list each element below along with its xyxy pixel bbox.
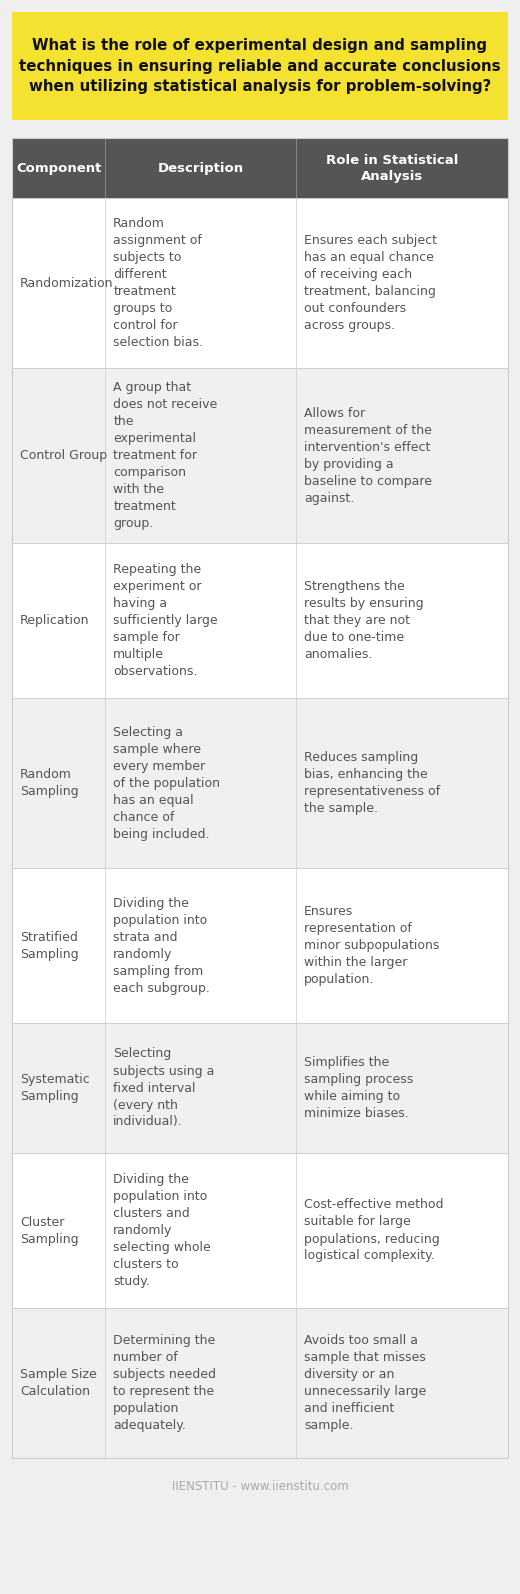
Bar <box>12 544 508 698</box>
Bar <box>12 1309 508 1459</box>
Bar <box>12 1152 508 1309</box>
Text: Allows for
measurement of the
intervention's effect
by providing a
baseline to c: Allows for measurement of the interventi… <box>304 406 432 504</box>
Bar <box>12 1152 508 1309</box>
Bar <box>12 1023 508 1152</box>
Bar <box>12 198 508 368</box>
Text: Ensures
representation of
minor subpopulations
within the larger
population.: Ensures representation of minor subpopul… <box>304 905 439 987</box>
Bar <box>12 698 508 869</box>
Text: Ensures each subject
has an equal chance
of receiving each
treatment, balancing
: Ensures each subject has an equal chance… <box>304 234 437 332</box>
Bar <box>12 139 508 1459</box>
Bar <box>12 368 508 544</box>
Bar <box>12 198 508 368</box>
Bar <box>12 869 508 1023</box>
Text: Strengthens the
results by ensuring
that they are not
due to one-time
anomalies.: Strengthens the results by ensuring that… <box>304 580 424 662</box>
Text: Systematic
Sampling: Systematic Sampling <box>20 1073 90 1103</box>
Bar <box>12 368 508 544</box>
Text: Role in Statistical
Analysis: Role in Statistical Analysis <box>326 153 458 182</box>
Text: A group that
does not receive
the
experimental
treatment for
comparison
with the: A group that does not receive the experi… <box>113 381 217 529</box>
Text: Selecting a
sample where
every member
of the population
has an equal
chance of
b: Selecting a sample where every member of… <box>113 725 220 840</box>
Text: Stratified
Sampling: Stratified Sampling <box>20 931 79 961</box>
Text: Replication: Replication <box>20 614 89 626</box>
Text: IIENSTITU - www.iienstitu.com: IIENSTITU - www.iienstitu.com <box>172 1479 348 1492</box>
Bar <box>12 1309 508 1459</box>
Text: Selecting
subjects using a
fixed interval
(every nth
individual).: Selecting subjects using a fixed interva… <box>113 1047 215 1129</box>
Text: Randomization: Randomization <box>20 276 113 290</box>
Text: Component: Component <box>16 161 101 174</box>
Text: Random
Sampling: Random Sampling <box>20 768 79 799</box>
Text: Random
assignment of
subjects to
different
treatment
groups to
control for
selec: Random assignment of subjects to differe… <box>113 217 203 349</box>
Text: Sample Size
Calculation: Sample Size Calculation <box>20 1368 97 1398</box>
Bar <box>12 869 508 1023</box>
Bar <box>12 1023 508 1152</box>
Text: Dividing the
population into
clusters and
randomly
selecting whole
clusters to
s: Dividing the population into clusters an… <box>113 1173 211 1288</box>
Text: Cluster
Sampling: Cluster Sampling <box>20 1216 79 1245</box>
Bar <box>12 139 508 198</box>
Bar <box>12 698 508 869</box>
Bar <box>12 13 508 120</box>
Text: Simplifies the
sampling process
while aiming to
minimize biases.: Simplifies the sampling process while ai… <box>304 1055 413 1121</box>
Bar <box>12 139 508 198</box>
Text: Control Group: Control Group <box>20 450 107 462</box>
Text: Cost-effective method
suitable for large
populations, reducing
logistical comple: Cost-effective method suitable for large… <box>304 1199 444 1262</box>
Text: Reduces sampling
bias, enhancing the
representativeness of
the sample.: Reduces sampling bias, enhancing the rep… <box>304 751 440 815</box>
Text: Avoids too small a
sample that misses
diversity or an
unnecessarily large
and in: Avoids too small a sample that misses di… <box>304 1334 426 1431</box>
Text: What is the role of experimental design and sampling
techniques in ensuring reli: What is the role of experimental design … <box>19 38 501 94</box>
Text: Repeating the
experiment or
having a
sufficiently large
sample for
multiple
obse: Repeating the experiment or having a suf… <box>113 563 218 677</box>
Text: Dividing the
population into
strata and
randomly
sampling from
each subgroup.: Dividing the population into strata and … <box>113 896 210 995</box>
Text: Determining the
number of
subjects needed
to represent the
population
adequately: Determining the number of subjects neede… <box>113 1334 216 1431</box>
Text: Description: Description <box>158 161 244 174</box>
Bar <box>12 544 508 698</box>
